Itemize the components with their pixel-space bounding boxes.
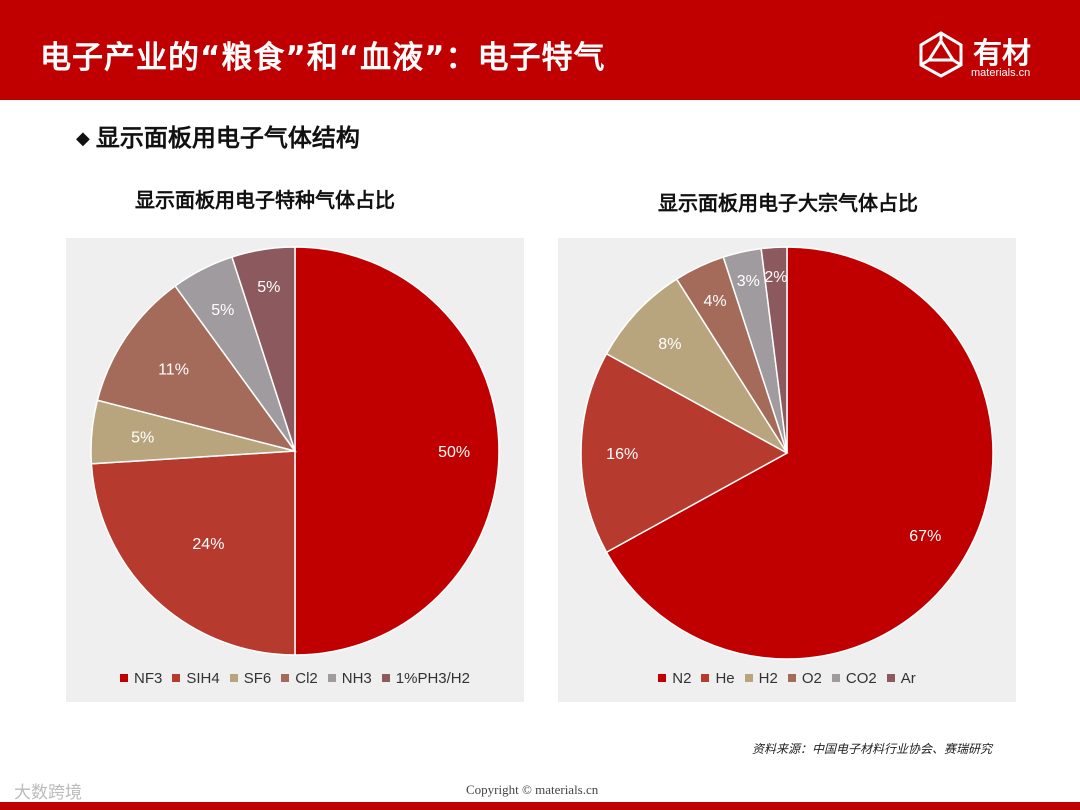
watermark-text: 大数跨境 <box>14 783 82 803</box>
pie-slice-n2 <box>605 246 994 660</box>
logo-text: 有材 <box>973 36 1032 70</box>
data-label-ar: 2% <box>764 269 787 286</box>
legend-item-sih4: SIH4 <box>172 670 220 687</box>
footer-bar <box>0 802 1080 810</box>
legend-item-he: He <box>701 670 735 687</box>
legend-swatch <box>327 674 336 682</box>
legend-item-o2: O2 <box>787 670 822 687</box>
legend-swatch <box>172 674 181 682</box>
header-bar: 电子产业的“粮食”和“血液”：电子特气 有材 materials.cn <box>0 0 1080 100</box>
data-label-nf3: 50% <box>438 444 470 461</box>
source-note: 资料来源：中国电子材料行业协会、赛瑞研究 <box>752 742 993 756</box>
legend-bulk-gas: N2 He H2 O2 CO2 Ar <box>558 670 1016 687</box>
legend-label: H2 <box>758 670 778 687</box>
chart-title-bulk-gas: 显示面板用电子大宗气体占比 <box>658 191 918 215</box>
legend-item-cl2: Cl2 <box>281 670 318 687</box>
legend-item-1-ph3-h2: 1%PH3/H2 <box>381 670 470 687</box>
data-label-nh3: 5% <box>211 302 234 319</box>
legend-label: He <box>715 670 735 687</box>
data-label-cl2: 11% <box>158 361 189 378</box>
data-label-co2: 3% <box>737 273 760 290</box>
legend-swatch <box>886 674 895 682</box>
legend-item-h2: H2 <box>744 670 778 687</box>
legend-label: SF6 <box>243 670 272 687</box>
pie-slice-cl2 <box>96 284 297 453</box>
legend-label: NH3 <box>341 670 372 687</box>
legend-swatch <box>831 674 840 682</box>
pie-slice-ar <box>760 246 788 454</box>
legend-label: Ar <box>900 670 916 687</box>
data-label-o2: 4% <box>704 293 727 310</box>
pie-slice-1-ph3-h2 <box>231 246 296 452</box>
pie-slice-nf3 <box>294 246 500 656</box>
legend-item-ar: Ar <box>886 670 916 687</box>
pie-slice-h2 <box>605 278 788 454</box>
data-label-sf6: 5% <box>131 430 154 447</box>
legend-label: NF3 <box>134 670 163 687</box>
copyright-text: Copyright © materials.cn <box>466 782 599 797</box>
section-heading: ◆ 显示面板用电子气体结构 <box>76 118 360 153</box>
pie-svg-special-gas: 50% 24% 5% 11% 5% 5% <box>90 246 500 656</box>
logo-icon <box>919 31 963 78</box>
data-label-1-ph3-h2: 5% <box>257 279 280 296</box>
page-title: 电子产业的“粮食”和“血液”：电子特气 <box>40 40 606 76</box>
legend-item-co2: CO2 <box>831 670 877 687</box>
legend-item-nf3: NF3 <box>120 670 162 687</box>
section-title: 显示面板用电子气体结构 <box>95 124 360 152</box>
data-label-he: 16% <box>606 446 638 463</box>
materials-logo: 有材 materials.cn <box>917 30 1057 86</box>
legend-item-n2: N2 <box>658 670 691 687</box>
legend-label: O2 <box>801 670 822 687</box>
legend-label: 1%PH3/H2 <box>395 670 470 687</box>
legend-swatch <box>701 674 710 682</box>
legend-swatch <box>229 674 238 682</box>
chart-title-special-gas: 显示面板用电子特种气体占比 <box>135 188 395 212</box>
legend-item-sf6: SF6 <box>229 670 272 687</box>
legend-swatch <box>381 674 390 682</box>
legend-item-nh3: NH3 <box>327 670 372 687</box>
pie-svg-bulk-gas: 67% 16% 8% 4% 3% 2% <box>580 246 994 660</box>
logo-subtext: materials.cn <box>971 67 1031 79</box>
legend-swatch <box>744 674 753 682</box>
pie-chart-bulk-gas: 67% 16% 8% 4% 3% 2% N2 He H2 O2 CO2 Ar <box>558 238 1016 702</box>
pie-slice-sih4 <box>90 450 296 656</box>
legend-label: CO2 <box>845 670 877 687</box>
data-label-sih4: 24% <box>192 536 224 553</box>
legend-label: SIH4 <box>186 670 220 687</box>
legend-swatch <box>658 674 667 682</box>
data-label-h2: 8% <box>658 336 681 353</box>
legend-label: Cl2 <box>295 670 318 687</box>
pie-chart-special-gas: 50% 24% 5% 11% 5% 5% NF3 SIH4 SF6 Cl2 NH3 1%PH3/H2 <box>66 238 524 702</box>
legend-special-gas: NF3 SIH4 SF6 Cl2 NH3 1%PH3/H2 <box>66 670 524 687</box>
legend-swatch <box>281 674 290 682</box>
pie-slice-he <box>580 352 789 554</box>
diamond-bullet-icon: ◆ <box>76 128 90 149</box>
legend-swatch <box>120 674 129 682</box>
legend-label: N2 <box>672 670 692 687</box>
legend-swatch <box>787 674 796 682</box>
data-label-n2: 67% <box>909 528 941 545</box>
